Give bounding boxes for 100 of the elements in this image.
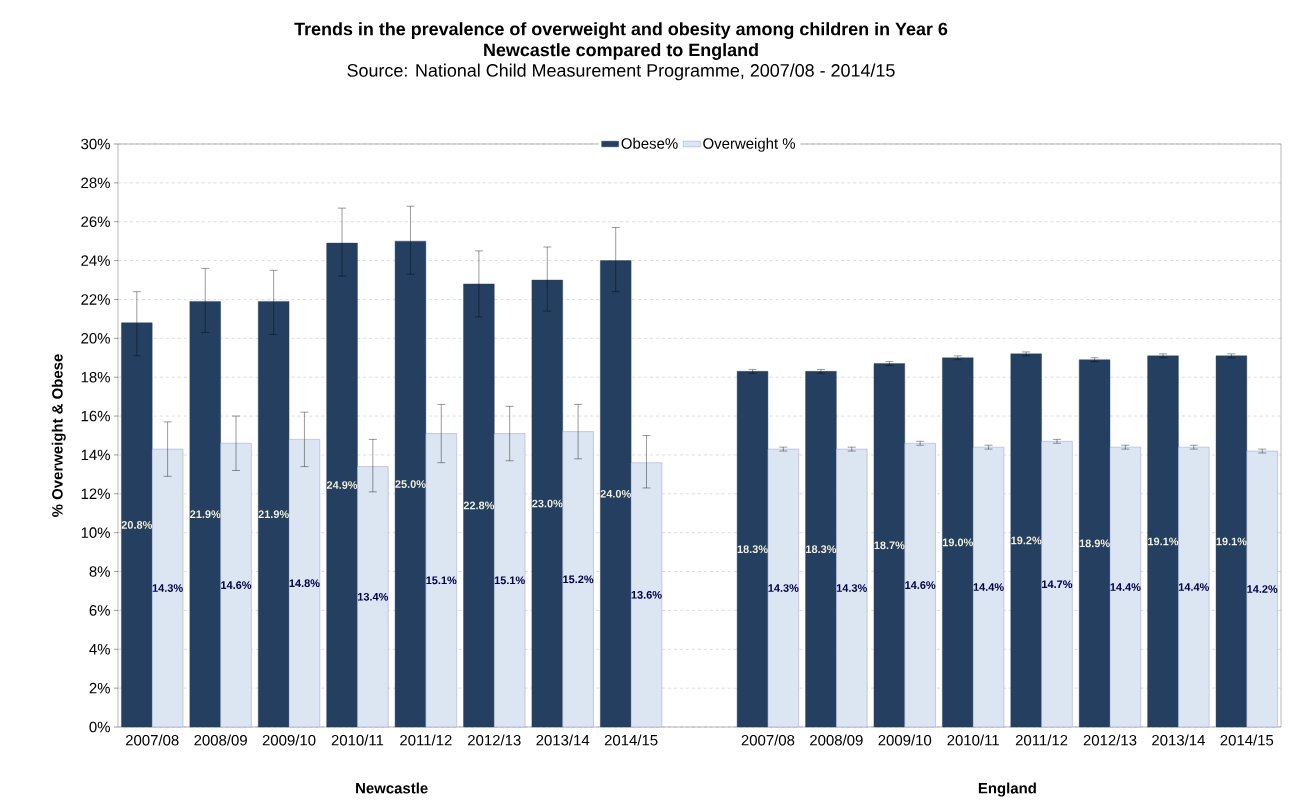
data-label: 20.8% <box>121 521 153 529</box>
bar <box>288 439 321 728</box>
y-tick-label: 0% <box>89 721 110 733</box>
y-tick-label: 30% <box>81 138 110 150</box>
data-label: 14.4% <box>1110 583 1141 591</box>
data-label: 18.7% <box>874 541 905 550</box>
bar <box>562 431 594 728</box>
x-tick-label: 2009/10 <box>878 734 932 746</box>
bar <box>425 433 457 728</box>
data-label: 13.6% <box>631 590 662 599</box>
y-tick-label: 4% <box>89 644 110 655</box>
bar <box>1147 355 1179 728</box>
data-label: 14.3% <box>836 584 867 592</box>
bar <box>1246 450 1278 728</box>
data-label: 14.6% <box>905 581 936 590</box>
data-label: 14.2% <box>1247 585 1278 593</box>
bar <box>494 433 526 728</box>
bar <box>121 322 153 728</box>
data-label: 18.3% <box>806 545 837 554</box>
x-tick-label: 2008/09 <box>810 734 863 746</box>
y-tick-label: 20% <box>81 333 110 344</box>
y-tick-label: 24% <box>81 255 110 266</box>
x-tick-label: 2014/15 <box>1220 734 1274 746</box>
data-label: 21.9% <box>258 510 289 519</box>
chart-title: Trends in the prevalence of overweight and obesity among children in Year 6 Newcastle compared to England <box>294 22 948 60</box>
data-label: 19.2% <box>1011 536 1042 545</box>
x-tick-label: 2011/12 <box>1015 734 1068 746</box>
data-label: 14.3% <box>152 584 183 592</box>
bar <box>972 446 1005 728</box>
data-label: 13.4% <box>357 592 389 601</box>
bar <box>189 301 221 728</box>
data-label: 15.1% <box>494 576 525 585</box>
bar <box>152 448 184 728</box>
bar <box>1178 446 1210 728</box>
y-tick-label: 14% <box>81 449 110 461</box>
bar <box>258 301 290 728</box>
bar <box>630 462 663 728</box>
legend-label: Overweight % <box>703 137 796 152</box>
data-label: 22.8% <box>463 501 495 510</box>
bar <box>220 443 252 728</box>
legend-label: Obese% <box>621 137 678 149</box>
data-label: 14.7% <box>1042 580 1073 589</box>
bar <box>1215 355 1248 728</box>
data-label: 24.0% <box>600 489 631 498</box>
data-label: 15.1% <box>426 576 457 585</box>
bar <box>805 371 837 728</box>
text: Newcastle <box>356 782 428 794</box>
bar <box>357 466 389 728</box>
bar <box>326 242 358 728</box>
bar <box>836 448 868 728</box>
data-label: 19.1% <box>1216 537 1247 546</box>
x-tick-label: 2012/13 <box>468 734 521 746</box>
bar <box>600 260 632 728</box>
bar <box>942 357 974 728</box>
data-label: 14.8% <box>289 579 320 588</box>
y-tick-label: 2% <box>89 682 110 694</box>
bar <box>1010 353 1042 728</box>
bar <box>1079 359 1111 728</box>
data-label: 15.2% <box>563 575 594 584</box>
bar <box>873 363 905 728</box>
data-label: 25.0% <box>395 480 426 488</box>
bar <box>767 448 799 728</box>
y-tick-label: 16% <box>81 410 110 422</box>
data-label: 14.6% <box>221 581 252 590</box>
y-tick-label: 22% <box>81 294 110 305</box>
bar <box>463 283 495 728</box>
y-tick-label: 28% <box>81 177 110 189</box>
data-label: 21.9% <box>190 510 221 519</box>
x-tick-label: 2009/10 <box>262 734 316 746</box>
data-label: 14.3% <box>768 584 799 592</box>
x-tick-label: 2013/14 <box>1152 734 1205 746</box>
x-tick-label: 2012/13 <box>1083 734 1137 746</box>
bar <box>904 443 936 728</box>
x-tick-label: 2013/14 <box>536 734 590 746</box>
data-label: 19.0% <box>942 538 974 547</box>
data-label: 23.0% <box>532 499 563 508</box>
y-tick-label: 10% <box>81 527 110 538</box>
data-label: 14.4% <box>973 583 1004 591</box>
chart-subtitle: Source: National Child Measurement Programme, 2007/08 - 2014/15 <box>347 63 895 81</box>
data-label: 18.3% <box>737 545 768 554</box>
y-tick-label: 18% <box>81 371 110 383</box>
x-tick-label: 2010/11 <box>331 734 384 746</box>
y-tick-label: 26% <box>81 216 110 228</box>
bar <box>1041 441 1073 728</box>
y-tick-label: 12% <box>81 488 110 500</box>
y-tick-label: 6% <box>89 605 110 616</box>
x-tick-label: 2008/09 <box>194 734 247 746</box>
y-axis-title: % Overweight & Obese <box>51 354 66 517</box>
bar <box>394 240 427 728</box>
data-label: 18.9% <box>1079 539 1110 548</box>
text: England <box>978 782 1036 797</box>
x-tick-label: 2014/15 <box>604 734 658 746</box>
x-tick-label: 2011/12 <box>400 734 452 746</box>
x-tick-label: 2007/08 <box>125 734 179 746</box>
x-tick-label: 2010/11 <box>947 734 999 746</box>
x-tick-label: 2007/08 <box>741 734 795 746</box>
y-tick-label: 8% <box>89 566 110 577</box>
bar <box>531 279 563 728</box>
data-label: 14.4% <box>1178 583 1210 591</box>
bar <box>736 371 769 728</box>
